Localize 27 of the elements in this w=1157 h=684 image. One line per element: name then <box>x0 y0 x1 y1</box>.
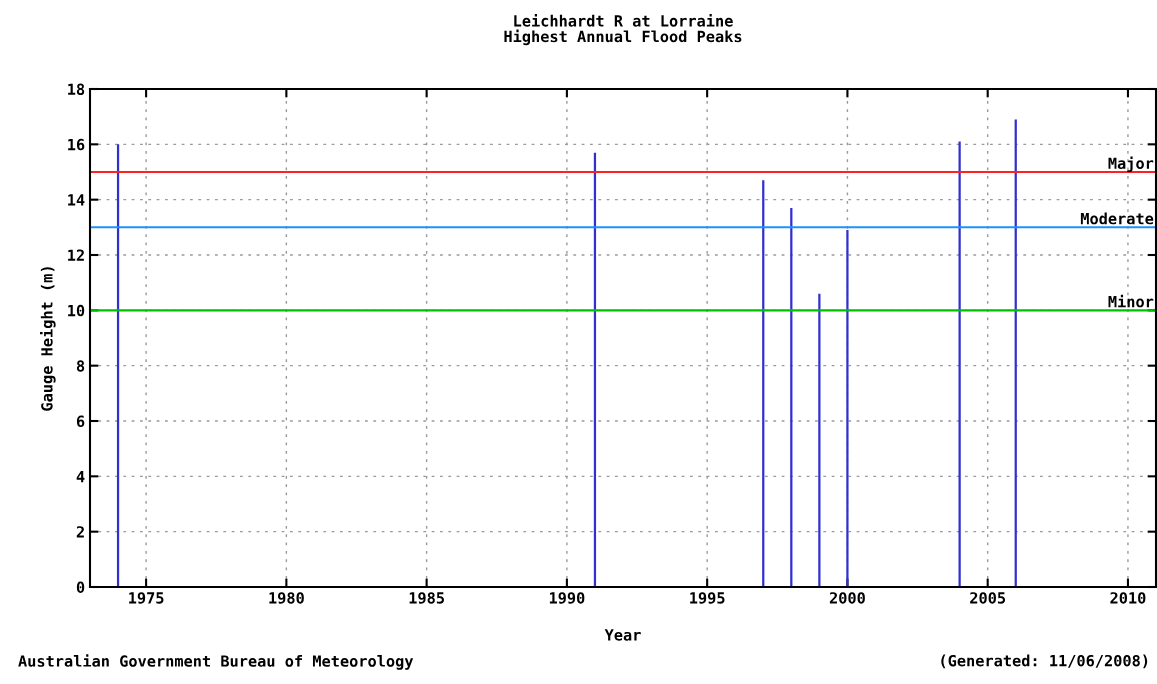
text: (Generated: 11/06/2008) <box>941 654 1148 669</box>
ref-line-label: Moderate <box>1080 212 1154 225</box>
x-axis-title: Year <box>604 629 641 641</box>
bar <box>846 230 849 587</box>
y-tick-label: 14 <box>68 194 85 206</box>
y-tick-label: 2 <box>76 526 84 538</box>
text: Australian Government Bureau of Meteorology <box>18 654 414 670</box>
x-tick-label: 2000 <box>829 592 865 604</box>
x-tick-label: 1985 <box>409 592 444 604</box>
x-tick-label: 2005 <box>970 592 1006 604</box>
x-tick-label: 1995 <box>690 592 725 604</box>
y-tick-label: 16 <box>68 138 85 151</box>
x-tick-label: 1990 <box>549 592 585 604</box>
x-tick-label: 1980 <box>269 592 304 604</box>
ref-line-label: Major <box>1108 156 1154 172</box>
chart-title: Leichhardt R at Lorraine Highest Annual Flood Peaks <box>504 14 742 46</box>
y-axis-title: Gauge Height (m) <box>40 267 56 411</box>
y-tick-label: 12 <box>68 249 84 261</box>
y-tick-label: 6 <box>76 415 85 428</box>
x-tick-label: 2010 <box>1110 592 1146 604</box>
y-tick-label: 10 <box>68 304 85 317</box>
y-tick-label: 8 <box>76 360 85 372</box>
y-tick-label: 4 <box>76 471 85 483</box>
y-tick-label: 18 <box>68 83 85 96</box>
x-tick-label: 1975 <box>129 592 164 604</box>
ref-line-label: Minor <box>1108 294 1154 308</box>
y-tick-label: 0 <box>76 581 85 594</box>
